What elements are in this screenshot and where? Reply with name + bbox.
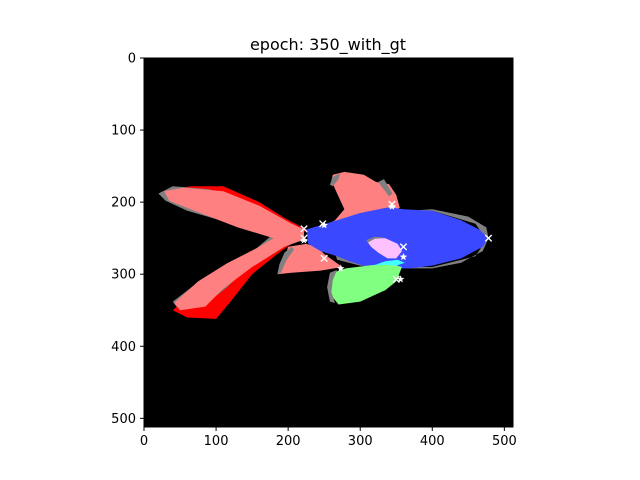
region-eye-pred — [367, 238, 402, 259]
keypoint-gt-stroke — [399, 243, 408, 251]
keypoint-pred-marker — [300, 236, 308, 244]
region-pectoral-fin-shadow — [327, 269, 338, 303]
keypoint-gt-stroke — [300, 225, 308, 233]
keypoint-gt-marker — [484, 234, 493, 242]
region-dorsal-shadow — [329, 173, 340, 187]
x-tick-label: 0 — [140, 434, 148, 449]
region-pectoral-fin-pred — [329, 263, 402, 305]
y-axis: 0 100 200 300 400 500 — [111, 52, 144, 427]
region-eye-shadow — [366, 236, 386, 243]
region-body-pred — [306, 207, 489, 269]
axes-frame — [143, 57, 514, 428]
y-tick-label: 100 — [111, 124, 136, 139]
keypoint-pred-marker — [399, 252, 408, 261]
chart-title: epoch: 350_with_gt — [250, 35, 406, 55]
region-body-shadow — [335, 209, 489, 269]
x-tick-label: 300 — [348, 434, 373, 449]
keypoint-gt-marker — [392, 275, 400, 283]
keypoint-gt-marker — [300, 225, 308, 233]
plot-area — [143, 57, 514, 428]
keypoint-pred-marker — [320, 221, 328, 229]
region-tail-pred — [164, 187, 304, 311]
keypoints — [300, 200, 493, 283]
y-tick-label: 500 — [111, 412, 136, 427]
y-tick-label: 400 — [111, 340, 136, 355]
keypoint-gt-marker — [320, 254, 328, 263]
x-tick-label: 500 — [492, 434, 517, 449]
keypoint-gt-stroke — [319, 220, 327, 228]
keypoint-gt-stroke — [484, 234, 493, 242]
keypoint-pred-marker — [336, 264, 345, 272]
keypoint-pred-marker — [388, 202, 396, 210]
y-tick-label: 0 — [128, 52, 136, 67]
region-lower-fin-shadow — [277, 246, 294, 275]
region-lower-fin-pred — [277, 243, 343, 275]
keypoint-gt-marker — [399, 243, 408, 251]
x-tick-label: 100 — [204, 434, 229, 449]
x-tick-label: 400 — [420, 434, 445, 449]
keypoint-gt-stroke — [392, 275, 400, 283]
keypoint-gt-stroke — [320, 254, 328, 263]
keypoint-pred-marker — [396, 275, 405, 283]
y-tick-label: 200 — [111, 196, 136, 211]
region-dorsal-ray — [378, 179, 393, 197]
x-axis: 0 100 200 300 400 500 — [140, 427, 517, 449]
y-tick-label: 300 — [111, 268, 136, 283]
segmentation-regions — [158, 171, 489, 319]
region-pectoral-fin-gt — [373, 259, 405, 266]
x-tick-label: 200 — [276, 434, 301, 449]
